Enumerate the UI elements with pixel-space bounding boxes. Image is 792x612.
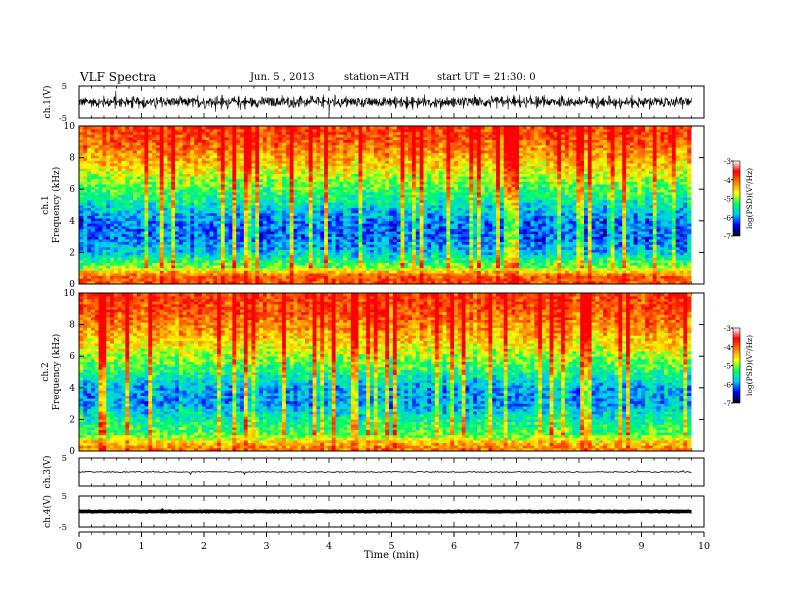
- time-axis-tick-label: 9: [638, 541, 644, 552]
- ch4-waveform-ytick-label: -5: [59, 523, 67, 533]
- ch4-waveform-ylabel: ch.4(V): [42, 495, 53, 528]
- ch4-waveform-trace: [79, 511, 692, 512]
- ch2-spectrogram-ytick-label: 0: [69, 447, 75, 457]
- ch1-spectrogram-cbar-tick-label: -7: [724, 232, 732, 241]
- ch3-waveform-ytick-label: 5: [62, 454, 67, 464]
- ch3-waveform-ylabel: ch.3(V): [42, 456, 53, 489]
- ch1-waveform-ylabel: ch.1(V): [42, 86, 53, 119]
- time-axis-label: Time (min): [364, 550, 419, 561]
- ch2-spectrogram-heatmap-cells: [80, 294, 692, 451]
- ch2-spectrogram-ytick-label: 8: [69, 321, 75, 331]
- time-axis-tick-label: 8: [576, 541, 582, 552]
- ch1-spectrogram-heatmap-cells: [80, 127, 692, 284]
- ch3-waveform-trace: [79, 471, 692, 475]
- ch2-spectrogram-colorbar: [733, 328, 740, 403]
- ch1-spectrogram-ytick-label: 10: [64, 122, 76, 132]
- time-axis-tick-label: 10: [698, 541, 710, 552]
- ch2-spectrogram-ylabel-line: ch.2: [41, 362, 51, 381]
- time-axis-tick-label: 6: [451, 541, 457, 552]
- ch1-spectrogram-ytick-label: 4: [69, 217, 75, 227]
- ch2-spectrogram-cbar-tick-label: -4: [724, 343, 732, 352]
- ch1-spectrogram-ylabel-line: Frequency (kHz): [51, 167, 62, 244]
- ch1-waveform-ytick-label: 5: [62, 82, 67, 92]
- ch1-spectrogram-ylabel-line: ch.1: [41, 195, 51, 214]
- ch1-spectrogram-cbar-tick-label: -3: [724, 157, 732, 166]
- ch2-spectrogram-ytick-label: 6: [69, 352, 75, 362]
- time-axis-tick-label: 7: [513, 541, 519, 552]
- ch2-spectrogram-ytick-label: 10: [64, 289, 76, 299]
- ch1-spectrogram-cbar-tick-label: -6: [724, 213, 732, 222]
- ch1-spectrogram-cbar-tick-label: -5: [724, 195, 732, 204]
- time-axis-tick-label: 1: [138, 541, 144, 552]
- ch1-spectrogram-colorbar: [733, 161, 740, 236]
- ch1-spectrogram-cbar-tick-label: -4: [724, 176, 732, 185]
- time-axis-tick-label: 3: [263, 541, 269, 552]
- ch2-spectrogram-ytick-label: 4: [69, 384, 75, 394]
- ch2-spectrogram-cbar-tick-label: -3: [724, 324, 732, 333]
- ch1-spectrogram-ytick-label: 8: [69, 154, 75, 164]
- ch1-spectrogram-ytick-label: 6: [69, 185, 75, 195]
- ch1-spectrogram-ytick-label: 2: [69, 248, 75, 258]
- plot-area: 5-5ch.1(V)0246810ch.1 Frequency (kHz)-3-4…: [0, 0, 792, 612]
- vlf-spectra-figure: VLF Spectra Jun. 5 , 2013 station=ATH st…: [0, 0, 792, 612]
- ch2-spectrogram-cbar-tick-label: -5: [724, 362, 732, 371]
- ch2-spectrogram-cbar-tick-label: -7: [724, 399, 732, 408]
- ch4-waveform-ytick-label: 5: [62, 492, 67, 502]
- ch1-waveform-trace: [79, 91, 692, 116]
- ch2-spectrogram-cbar-tick-label: -6: [724, 380, 732, 389]
- time-axis-tick-label: 4: [326, 541, 332, 552]
- time-axis-tick-label: 2: [201, 541, 207, 552]
- time-axis-tick-label: 0: [76, 541, 82, 552]
- ch2-spectrogram-ytick-label: 2: [69, 415, 75, 425]
- ch2-spectrogram-ylabel-line: Frequency (kHz): [51, 334, 62, 411]
- ch1-spectrogram-colorbar-label: log(PSD)(V²/Hz): [745, 168, 754, 229]
- ch2-spectrogram-colorbar-label: log(PSD)(V²/Hz): [745, 335, 754, 396]
